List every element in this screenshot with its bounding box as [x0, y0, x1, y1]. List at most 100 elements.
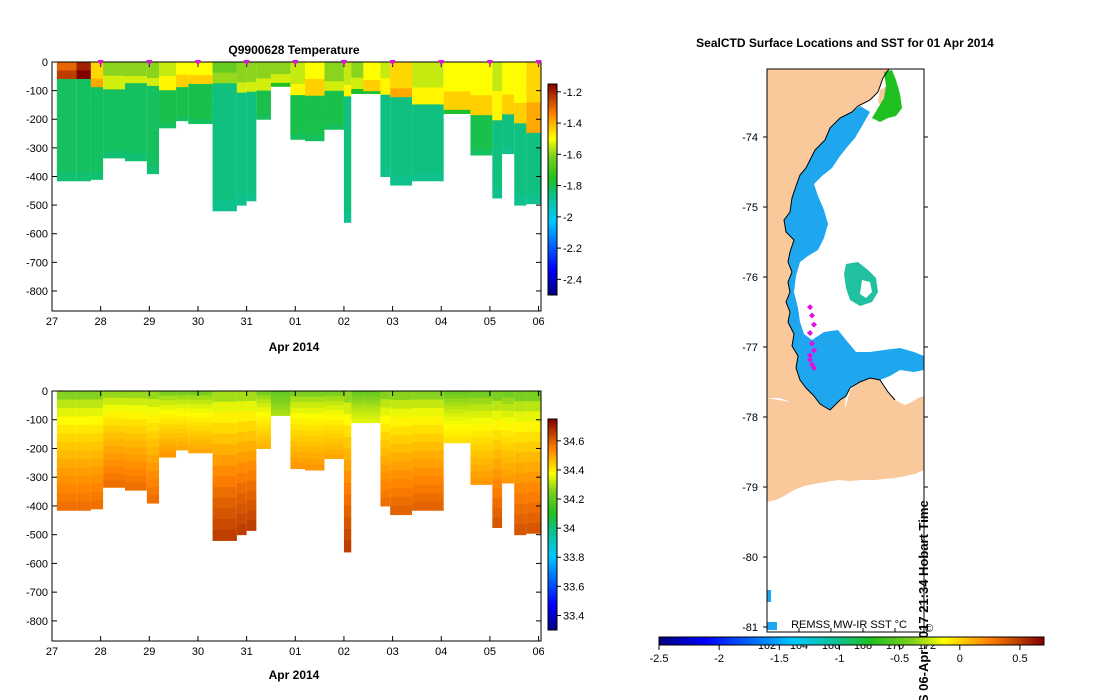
sal-profile-cell: [76, 484, 91, 494]
temp-profile-cell: [470, 95, 493, 103]
temp-profile-cell: [290, 84, 306, 91]
sal-profile-cell: [212, 401, 237, 413]
temp-profile-cell: [390, 158, 413, 168]
temp-profile-cell: [270, 65, 291, 68]
temp-profile-cell: [514, 153, 527, 165]
sal-profile-cell: [256, 407, 271, 413]
sal-profile-cell: [90, 407, 104, 417]
sal-profile-cell: [343, 471, 352, 484]
temp-profile-cell: [188, 70, 213, 76]
map-sst-patch: [844, 262, 878, 306]
sal-profile-cell: [76, 493, 91, 503]
sal-profile-cell: [90, 449, 104, 459]
sal-profile-cell: [76, 467, 91, 477]
temp-profile-cell: [526, 183, 541, 195]
sal-profile-cell: [236, 442, 247, 454]
sal-profile-cell: [103, 404, 125, 413]
sal-profile-cell: [526, 441, 541, 453]
sal-profile-cell: [212, 444, 237, 456]
temp-profile-cell: [380, 70, 391, 79]
temp-profile-cell: [212, 62, 237, 74]
sst-colorbar-tick-label: -2.5: [650, 653, 669, 665]
sal-profile-cell: [412, 467, 444, 477]
sal-profile-cell: [492, 449, 503, 460]
temp-profile-cell: [124, 146, 147, 155]
map-sst-patch-inner: [860, 280, 872, 298]
temp-profile-cell: [236, 123, 247, 135]
sal-profile-cell: [351, 400, 364, 403]
temp-profile-cell: [188, 83, 213, 89]
sal-profile-cell: [256, 419, 271, 425]
temp-profile-cell: [526, 72, 541, 83]
temp-profile-cell: [236, 194, 247, 206]
temp-profile-cell: [146, 69, 160, 79]
sal-profile-cell: [443, 427, 471, 433]
sal-profile-cell: [256, 436, 271, 441]
sal-profile-cell: [443, 405, 471, 410]
temp-profile-cell: [124, 76, 147, 84]
sal-profile-cell: [246, 480, 257, 492]
sal-profile-cell: [502, 404, 515, 412]
temp-profile-cell: [90, 87, 104, 97]
temp-profile-cell: [502, 120, 515, 128]
sal-profile-cell: [270, 394, 291, 397]
sal-profile-cell: [246, 520, 257, 531]
temp-profile-cell: [270, 75, 291, 79]
temp-profile-cell: [146, 109, 160, 119]
x-tick-label: 30: [192, 316, 204, 328]
temp-profile-cell: [412, 138, 444, 148]
y-tick-label: -600: [26, 558, 48, 570]
temp-profile-cell: [343, 73, 352, 86]
x-tick-label: 31: [241, 316, 253, 328]
temp-profile-cell: [502, 107, 515, 115]
sal-colorbar-ticks: 34.6 34.4 34.2 34 33.8 33.6 33.4: [557, 436, 584, 622]
sal-profile-cell: [90, 441, 104, 451]
temp-profile-cell: [256, 78, 271, 83]
temp-profile-cell: [363, 62, 381, 65]
sal-profile-cell: [380, 415, 391, 425]
temp-profile-cell: [412, 163, 444, 173]
temp-profile-cell: [56, 121, 77, 131]
temp-profile-cell: [470, 128, 493, 136]
temp-profile-cell: [236, 82, 247, 94]
temp-profile-cell: [324, 105, 344, 111]
temp-profile-cell: [176, 70, 189, 76]
temp-profile-cell: [188, 97, 213, 103]
sal-profile-cell: [514, 493, 527, 505]
temp-profile-cell: [305, 78, 325, 85]
temp-profile-cell: [324, 81, 344, 87]
temp-profile-cell: [76, 62, 91, 71]
sal-profile-cell: [103, 439, 125, 447]
temp-profile-cell: [412, 129, 444, 139]
sal-profile-cell: [212, 465, 237, 477]
temp-profile-cell: [390, 176, 413, 186]
temp-profile-cell: [256, 94, 271, 100]
temp-profile-cell: [76, 104, 91, 114]
temp-profile-cell: [502, 127, 515, 135]
temp-profile-cell: [412, 155, 444, 165]
temp-profile-cell: [351, 64, 364, 67]
sal-profile-cell: [470, 424, 493, 432]
temp-profile-cell: [492, 159, 503, 170]
temp-profile-cell: [124, 83, 147, 91]
temp-profile-cell: [270, 82, 291, 86]
surface-marker: [146, 60, 153, 66]
sal-profile-cell: [124, 483, 147, 491]
sal-profile-cell: [124, 398, 147, 406]
sal-profile-cell: [390, 496, 413, 507]
sal-profile-cell: [176, 424, 189, 430]
temp-profile-cell: [56, 70, 77, 80]
sal-profile-cell: [212, 423, 237, 435]
sal-profile-cell: [470, 457, 493, 465]
surface-marker: [535, 60, 542, 66]
sal-profile-cell: [526, 512, 541, 524]
sal-profile-cell: [343, 448, 352, 461]
sal-profile-cell: [363, 420, 381, 424]
temp-profile-cell: [188, 105, 213, 111]
sal-profile-cell: [188, 439, 213, 445]
temp-profile-cell: [412, 95, 444, 105]
sal-profile-cell: [256, 423, 271, 429]
temp-profile-cell: [159, 104, 177, 110]
temp-profile-cell: [56, 138, 77, 148]
sal-profile-cell: [443, 420, 471, 425]
